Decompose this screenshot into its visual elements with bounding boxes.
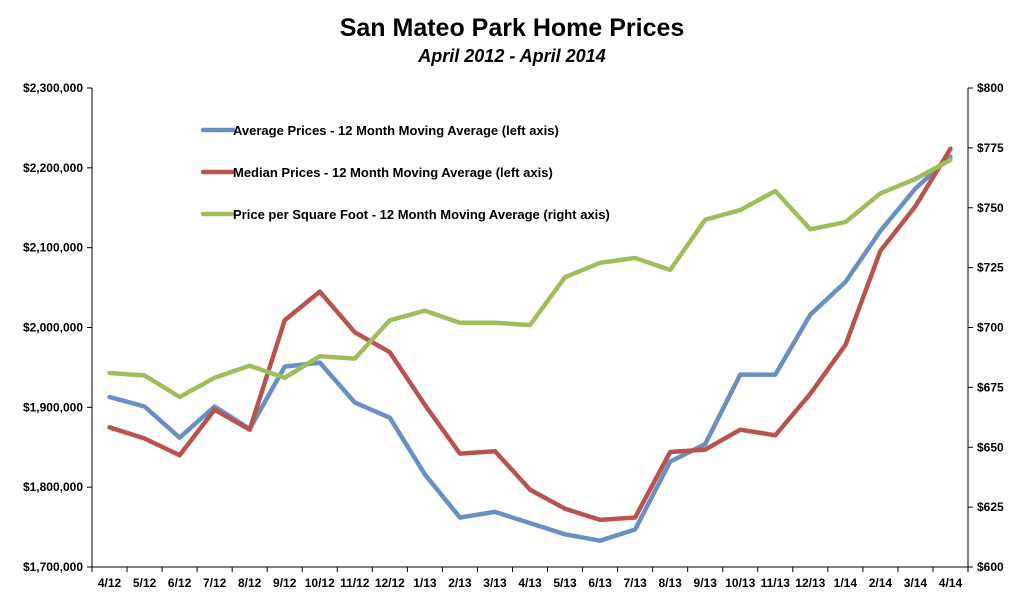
x-axis-tick-label: 3/14 (904, 576, 928, 590)
right-axis-tick-label: $800 (977, 81, 1004, 95)
legend-label-1: Median Prices - 12 Month Moving Average … (233, 165, 553, 180)
x-axis-tick-label: 1/14 (834, 576, 858, 590)
x-axis-tick-label: 9/12 (273, 576, 297, 590)
x-axis-tick-label: 10/12 (305, 576, 335, 590)
x-axis-tick-label: 9/13 (694, 576, 718, 590)
right-axis-tick-label: $725 (977, 261, 1004, 275)
x-axis-tick-label: 6/13 (588, 576, 612, 590)
left-axis-tick-label: $2,100,000 (23, 241, 83, 255)
x-axis-tick-label: 8/12 (238, 576, 262, 590)
right-axis-tick-label: $675 (977, 380, 1004, 394)
x-axis-tick-label: 12/13 (795, 576, 825, 590)
right-axis-tick-label: $650 (977, 440, 1004, 454)
left-axis-tick-label: $2,300,000 (23, 81, 83, 95)
x-axis-tick-label: 2/14 (869, 576, 893, 590)
x-axis-tick-label: 12/12 (375, 576, 405, 590)
legend-label-2: Price per Square Foot - 12 Month Moving … (233, 207, 610, 222)
right-axis-tick-label: $750 (977, 201, 1004, 215)
right-axis-tick-label: $625 (977, 500, 1004, 514)
x-axis-tick-label: 7/13 (623, 576, 647, 590)
legend-layer: Average Prices - 12 Month Moving Average… (200, 123, 610, 222)
x-axis-tick-label: 11/12 (340, 576, 370, 590)
left-axis-tick-label: $1,900,000 (23, 400, 83, 414)
x-axis-tick-label: 4/13 (518, 576, 542, 590)
x-axis-tick-label: 4/14 (939, 576, 963, 590)
x-axis-tick-label: 1/13 (413, 576, 437, 590)
legend-label-0: Average Prices - 12 Month Moving Average… (233, 123, 559, 138)
x-axis-tick-label: 5/12 (133, 576, 157, 590)
right-axis-tick-label: $775 (977, 141, 1004, 155)
left-axis-tick-label: $1,800,000 (23, 480, 83, 494)
left-axis-tick-label: $2,200,000 (23, 161, 83, 175)
x-axis-tick-label: 8/13 (658, 576, 682, 590)
series-layer (107, 146, 953, 543)
left-axis-tick-label: $2,000,000 (23, 321, 83, 335)
chart-subtitle: April 2012 - April 2014 (418, 46, 606, 66)
x-axis-tick-label: 5/13 (553, 576, 577, 590)
x-axis-tick-label: 4/12 (98, 576, 122, 590)
right-axis-tick-label: $600 (977, 560, 1004, 574)
x-axis-tick-label: 3/13 (483, 576, 507, 590)
x-axis-tick-label: 10/13 (725, 576, 755, 590)
axes-layer: $1,700,000 $1,800,000 $1,900,000 $2,000,000… (23, 81, 1004, 590)
x-axis-tick-label: 2/13 (448, 576, 472, 590)
x-axis-tick-label: 7/12 (203, 576, 227, 590)
x-axis-tick-label: 6/12 (168, 576, 192, 590)
left-axis-tick-label: $1,700,000 (23, 560, 83, 574)
series-line-1 (107, 146, 953, 523)
series-line-2 (107, 157, 953, 400)
right-axis-tick-label: $700 (977, 321, 1004, 335)
x-axis-tick-label: 11/13 (761, 576, 791, 590)
chart-title: San Mateo Park Home Prices (339, 14, 685, 42)
